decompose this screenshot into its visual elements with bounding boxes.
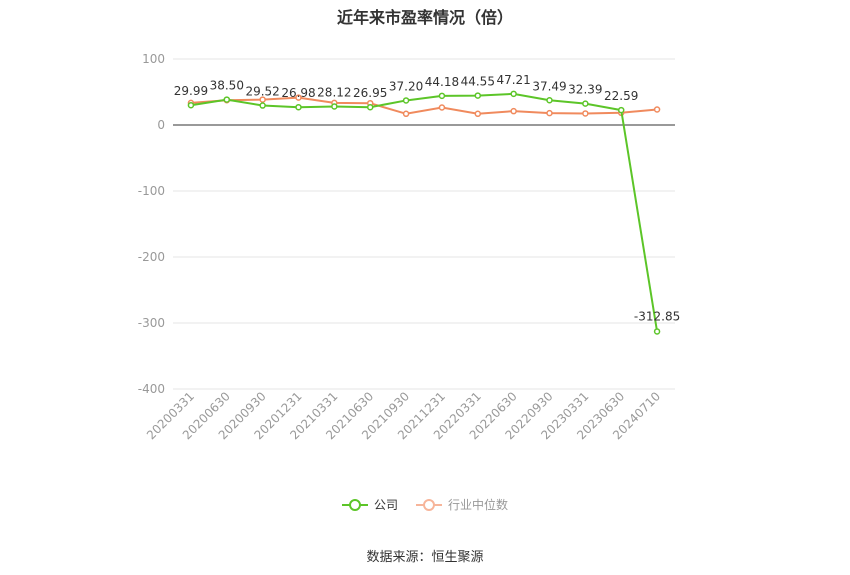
data-point-company (546, 97, 553, 104)
data-point-company (187, 101, 195, 109)
legend-marker-company (341, 499, 368, 511)
data-point-company (438, 92, 446, 100)
data-point-industry-median (510, 107, 517, 115)
data-label: 44.55 (461, 75, 495, 89)
grid-layer (173, 58, 675, 390)
data-point-industry-median (653, 106, 661, 113)
data-point-industry-median (259, 96, 266, 103)
data-label: 26.95 (353, 86, 387, 100)
data-label: 47.21 (496, 73, 530, 87)
data-point-company (617, 106, 625, 114)
legend-label-industry-median: 行业中位数 (448, 498, 509, 512)
y-tick-label: 100 (142, 52, 165, 66)
y-tick-label: -300 (138, 316, 165, 330)
data-point-industry-median (582, 110, 589, 117)
data-label: 38.50 (210, 79, 244, 93)
data-point-industry-median (402, 110, 410, 118)
legend-label-company: 公司 (373, 498, 398, 512)
data-point-company (331, 103, 338, 110)
chart-title: 近年来市盈率情况（倍） (336, 8, 513, 27)
data-label: 32.39 (568, 83, 602, 97)
data-point-company (223, 96, 231, 103)
data-point-company (295, 103, 302, 111)
data-point-industry-median (295, 94, 302, 101)
data-label: 37.20 (389, 79, 423, 93)
data-label: -312.85 (634, 309, 680, 323)
data-label: 29.52 (245, 85, 279, 99)
data-point-industry-median (438, 104, 446, 111)
y-tick-label: -400 (138, 382, 165, 396)
data-label: 37.49 (532, 79, 566, 93)
series-line-company (190, 92, 659, 332)
data-label: 22.59 (604, 89, 638, 103)
data-label: 44.18 (425, 75, 459, 89)
data-point-industry-median (474, 110, 482, 118)
data-label: 28.12 (317, 85, 351, 99)
y-tick-label: -200 (138, 250, 165, 264)
data-point-company (582, 100, 589, 107)
legend-item-industry-median[interactable]: 行业中位数 (416, 496, 508, 514)
data-point-company (653, 328, 661, 335)
legend-item-company[interactable]: 公司 (341, 496, 398, 514)
data-point-company (259, 102, 266, 109)
y-tick-label: -100 (138, 184, 165, 198)
data-point-company (402, 97, 410, 104)
data-point-industry-median (546, 109, 553, 117)
legend-marker-industry-median (416, 499, 442, 511)
data-point-company (510, 90, 517, 98)
data-point-company (474, 92, 482, 99)
line-chart: 1000-100-200-300-40020200331202006302020… (138, 52, 680, 442)
data-label: 26.98 (281, 86, 315, 100)
y-tick-label: 0 (157, 118, 165, 132)
data-label: 29.99 (174, 84, 208, 98)
data-point-company (366, 103, 374, 111)
label-layer: 29.99 38.50 29.52 26.98 28.12 26.95 37.20 44.18… (174, 73, 680, 324)
series-line-industry-median (190, 96, 658, 115)
source-note: 数据来源：恒生聚源 (366, 550, 484, 565)
series-layer (187, 90, 661, 335)
legend: 公司 行业中位数 (0, 496, 850, 514)
